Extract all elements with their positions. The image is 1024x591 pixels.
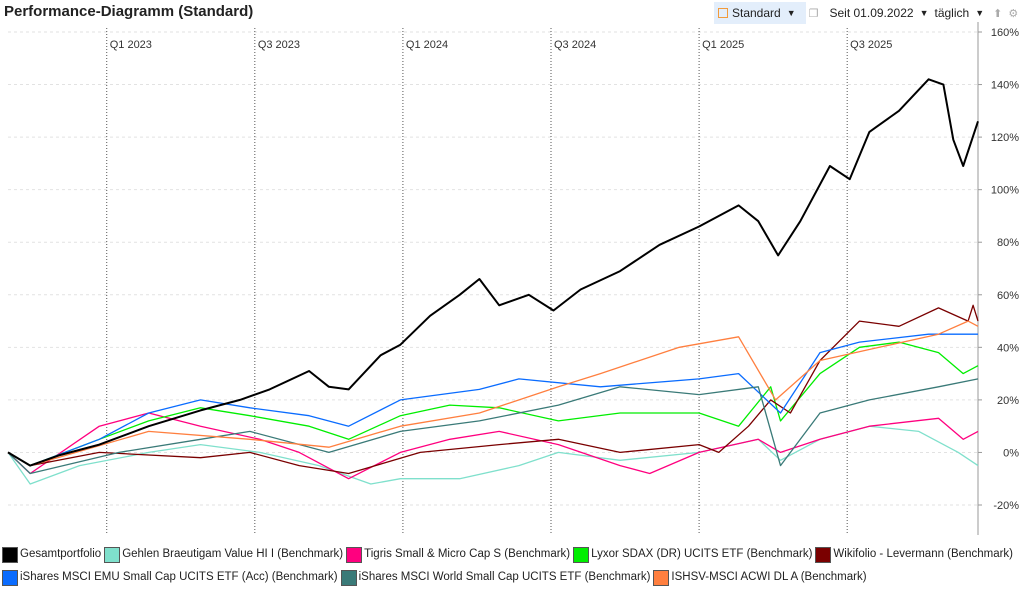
legend: Gesamtportfolio Gehlen Braeutigam Value H…: [2, 543, 1016, 589]
series-line-gesamtportfolio: [7, 78, 979, 467]
export-icon[interactable]: ⬆: [993, 7, 1003, 20]
performance-chart: 160% 140% 120% 100% 80% 60% 40% 20% 0% -20% Q1 202…: [7, 22, 1019, 535]
series-line-benchmark: [7, 341, 979, 467]
x-tick-label: Q1 2023: [110, 39, 152, 51]
legend-swatch: [340, 569, 357, 586]
legend-label: iShares MSCI World Small Cap UCITS ETF (…: [358, 571, 651, 583]
series-line-benchmark: [7, 304, 979, 475]
x-tick-label: Q1 2025: [702, 39, 744, 51]
series-line-benchmark: [7, 412, 979, 480]
chevron-down-icon[interactable]: ▼: [975, 8, 985, 18]
chevron-down-icon[interactable]: ▼: [786, 8, 796, 18]
view-select[interactable]: Standard ▼: [714, 2, 806, 24]
legend-swatch: [2, 546, 18, 563]
legend-label: iShares MSCI EMU Small Cap UCITS ETF (Ac…: [20, 571, 338, 583]
legend-item[interactable]: Gesamtportfolio: [2, 543, 101, 566]
legend-swatch: [104, 546, 121, 563]
legend-row: Gesamtportfolio Gehlen Braeutigam Value H…: [2, 543, 1016, 566]
x-tick-label: Q3 2025: [850, 39, 892, 51]
y-tick-label: 20%: [997, 395, 1019, 407]
interval-select[interactable]: täglich: [934, 6, 970, 20]
legend-row: iShares MSCI EMU Small Cap UCITS ETF (Ac…: [2, 566, 1016, 589]
legend-swatch: [2, 569, 18, 586]
legend-label: ISHSV-MSCI ACWI DL A (Benchmark): [671, 571, 867, 583]
y-tick-label: 80%: [997, 237, 1019, 249]
legend-label: Tigris Small & Micro Cap S (Benchmark): [364, 548, 571, 560]
window-icon[interactable]: ❐: [808, 7, 819, 20]
chart-title: Performance-Diagramm (Standard): [4, 3, 254, 20]
period-select[interactable]: Seit 01.09.2022: [829, 6, 914, 20]
series-line-benchmark: [7, 320, 979, 467]
y-tick-label: -20%: [993, 500, 1019, 512]
chevron-down-icon[interactable]: ▼: [919, 8, 929, 18]
legend-swatch: [573, 546, 590, 563]
legend-swatch: [346, 546, 363, 563]
y-tick-label: 140%: [991, 80, 1019, 92]
legend-item[interactable]: iShares MSCI EMU Small Cap UCITS ETF (Ac…: [2, 566, 338, 589]
legend-swatch: [815, 546, 832, 563]
y-tick-label: 40%: [997, 342, 1019, 354]
y-tick-label: 0%: [1003, 447, 1019, 459]
x-tick-label: Q3 2024: [554, 39, 596, 51]
series-line-benchmark: [7, 378, 979, 475]
legend-swatch: [653, 569, 670, 586]
gear-icon[interactable]: ⚙: [1008, 7, 1019, 20]
legend-label: Gesamtportfolio: [20, 548, 102, 560]
legend-item[interactable]: iShares MSCI World Small Cap UCITS ETF (…: [340, 566, 651, 589]
toolbar: Standard ▼ ❐ Seit 01.09.2022 ▼ täglich ▼…: [714, 2, 1021, 24]
x-tick-label: Q3 2023: [258, 39, 300, 51]
legend-label: Lyxor SDAX (DR) UCITS ETF (Benchmark): [591, 548, 813, 560]
legend-item[interactable]: Gehlen Braeutigam Value HI I (Benchmark): [104, 543, 343, 566]
x-tick-label: Q1 2024: [406, 39, 448, 51]
y-tick-label: 60%: [997, 290, 1019, 302]
legend-label: Wikifolio - Levermann (Benchmark): [833, 548, 1014, 560]
view-label: Standard: [732, 6, 781, 20]
y-tick-label: 100%: [991, 185, 1019, 197]
legend-item[interactable]: ISHSV-MSCI ACWI DL A (Benchmark): [653, 566, 867, 589]
legend-item[interactable]: Wikifolio - Levermann (Benchmark): [815, 543, 1013, 566]
view-icon: [718, 8, 728, 18]
legend-item[interactable]: Lyxor SDAX (DR) UCITS ETF (Benchmark): [573, 543, 812, 566]
y-tick-label: 120%: [991, 132, 1019, 144]
y-tick-label: 160%: [991, 27, 1019, 39]
legend-label: Gehlen Braeutigam Value HI I (Benchmark): [122, 548, 344, 560]
series-line-benchmark: [7, 333, 978, 467]
legend-item[interactable]: Tigris Small & Micro Cap S (Benchmark): [346, 543, 570, 566]
